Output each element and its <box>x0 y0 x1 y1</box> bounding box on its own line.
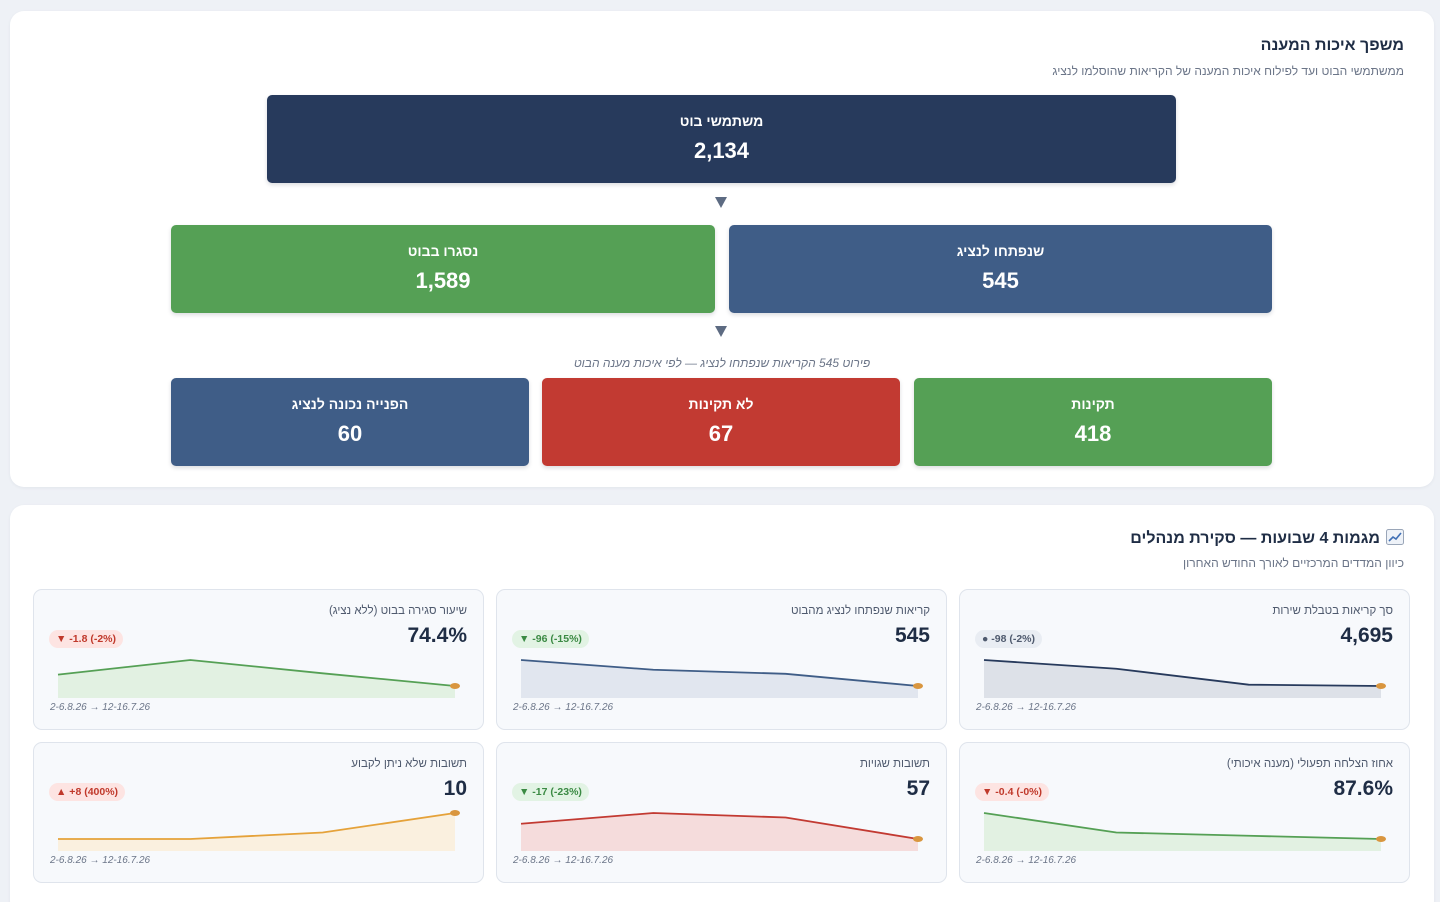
trend-sparkline <box>57 659 460 698</box>
trend-date-range: 2-6.8.26 → 12-16.7.26 <box>50 855 151 866</box>
trend-change-badge: ● -98 (-2%) <box>975 630 1043 648</box>
closed-in-bot-label: נסגרו בבוט <box>407 243 479 259</box>
trend-last-point <box>913 836 923 842</box>
trend-date-range: 2-6.8.26 → 12-16.7.26 <box>513 702 614 713</box>
trend-value: 10 <box>443 777 467 800</box>
trend-value: 87.6% <box>1333 777 1393 800</box>
correct-referral-box: הפנייה נכונה לנציג 60 <box>171 378 529 466</box>
funnel-subtitle: ממשתמשי הבוט ועד לפילוח איכות המענה של ה… <box>1052 64 1404 78</box>
valid-value: 418 <box>1074 421 1112 446</box>
trend-last-point <box>1376 683 1386 689</box>
invalid-box: לא תקינות 67 <box>542 378 900 466</box>
trend-last-point <box>450 683 460 689</box>
closed-in-bot-value: 1,589 <box>415 268 471 293</box>
arrow-down-icon <box>715 326 727 337</box>
trend-sparkline <box>520 812 923 851</box>
escalated-box: שנפתחו לנציג 545 <box>729 225 1272 313</box>
trend-line <box>58 812 456 840</box>
bot-users-box: משתמשי בוט 2,134 <box>267 95 1176 183</box>
trend-label: קריאות שנפתחו לנציג מהבוט <box>790 605 930 617</box>
trend-value: 4,695 <box>1340 624 1393 647</box>
trend-label: שיעור סגירה בבוט (ללא נציג) <box>328 605 467 617</box>
trend-value: 74.4% <box>407 624 467 647</box>
valid-label: תקינות <box>1071 396 1115 412</box>
trend-card: שיעור סגירה בבוט (ללא נציג) 74.4% ▼ -1.8 (… <box>33 589 484 730</box>
trend-area <box>984 813 1381 851</box>
correct-referral-label: הפנייה נכונה לנציג <box>291 396 409 412</box>
trends-card: מגמות 4 שבועות — סקירת מנהלים כיוון המדד… <box>10 505 1434 902</box>
trend-date-range: 2-6.8.26 → 12-16.7.26 <box>50 702 151 713</box>
trend-card: סך קריאות בטבלת שירות 4,695 ● -98 (-2%) 2-6… <box>959 589 1410 730</box>
trend-sparkline <box>58 810 460 851</box>
trend-last-point <box>1376 836 1386 842</box>
trend-change-badge: ▼ -96 (-15%) <box>512 630 589 648</box>
trend-area <box>521 813 918 851</box>
invalid-value: 67 <box>708 421 734 446</box>
trend-label: תשובות שלא ניתן לקבוע <box>351 758 467 770</box>
trend-line <box>983 659 1382 687</box>
trend-date-range: 2-6.8.26 → 12-16.7.26 <box>513 855 614 866</box>
valid-box: תקינות 418 <box>914 378 1272 466</box>
trend-value: 545 <box>894 624 930 647</box>
breakdown-note: פירוט 545 הקריאות שנפתחו לנציג — לפי איכ… <box>573 356 871 370</box>
trend-area <box>58 813 455 851</box>
trend-sparkline <box>983 659 1386 698</box>
chart-increasing-icon <box>1386 529 1404 545</box>
trend-change-badge: ▼ -17 (-23%) <box>512 783 589 801</box>
invalid-label: לא תקינות <box>688 396 754 412</box>
escalated-label: שנפתחו לנציג <box>956 243 1045 259</box>
bot-users-label: משתמשי בוט <box>679 113 764 129</box>
trend-sparkline <box>983 812 1386 851</box>
trend-card: אחוז הצלחה תפעולי (מענה איכותי) 87.6% ▼ -0… <box>959 742 1410 883</box>
trend-card: תשובות שגויות 57 ▼ -17 (-23%) 2-6.8.26 → 12… <box>496 742 947 883</box>
trend-line <box>520 812 919 840</box>
trend-card: תשובות שלא ניתן לקבוע 10 ▲ +8 (400%) 2-6.8.… <box>33 742 484 883</box>
trend-value: 57 <box>906 777 930 800</box>
trend-line <box>57 659 456 687</box>
trend-change-badge: ▼ -1.8 (-2%) <box>49 630 123 648</box>
trend-line <box>983 812 1382 840</box>
trend-area <box>984 660 1381 698</box>
trend-last-point <box>450 810 460 816</box>
trends-subtitle: כיוון המדדים המרכזיים לאורך החודש האחרון <box>1182 556 1404 570</box>
escalated-value: 545 <box>982 268 1019 293</box>
funnel-card: משפך איכות המענה ממשתמשי הבוט ועד לפילוח… <box>10 11 1434 487</box>
trend-line <box>520 659 919 687</box>
closed-in-bot-box: נסגרו בבוט 1,589 <box>171 225 715 313</box>
bot-users-value: 2,134 <box>693 138 750 163</box>
trends-title-text: מגמות 4 שבועות — סקירת מנהלים <box>1130 530 1380 547</box>
trend-date-range: 2-6.8.26 → 12-16.7.26 <box>976 702 1077 713</box>
funnel-title: משפך איכות המענה <box>1260 37 1404 54</box>
trend-label: סך קריאות בטבלת שירות <box>1272 605 1393 617</box>
trend-sparkline <box>520 659 923 698</box>
arrow-down-icon <box>715 197 727 208</box>
trend-label: אחוז הצלחה תפעולי (מענה איכותי) <box>1226 758 1393 770</box>
trend-last-point <box>913 683 923 689</box>
trend-card: קריאות שנפתחו לנציג מהבוט 545 ▼ -96 (-15%)… <box>496 589 947 730</box>
trend-change-badge: ▲ +8 (400%) <box>49 783 126 801</box>
trends-title: מגמות 4 שבועות — סקירת מנהלים <box>1130 529 1404 548</box>
trend-date-range: 2-6.8.26 → 12-16.7.26 <box>976 855 1077 866</box>
trend-area <box>58 660 455 698</box>
trend-change-badge: ▼ -0.4 (-0%) <box>975 783 1049 801</box>
correct-referral-value: 60 <box>337 421 363 446</box>
trend-area <box>521 660 918 698</box>
trend-label: תשובות שגויות <box>859 758 930 770</box>
